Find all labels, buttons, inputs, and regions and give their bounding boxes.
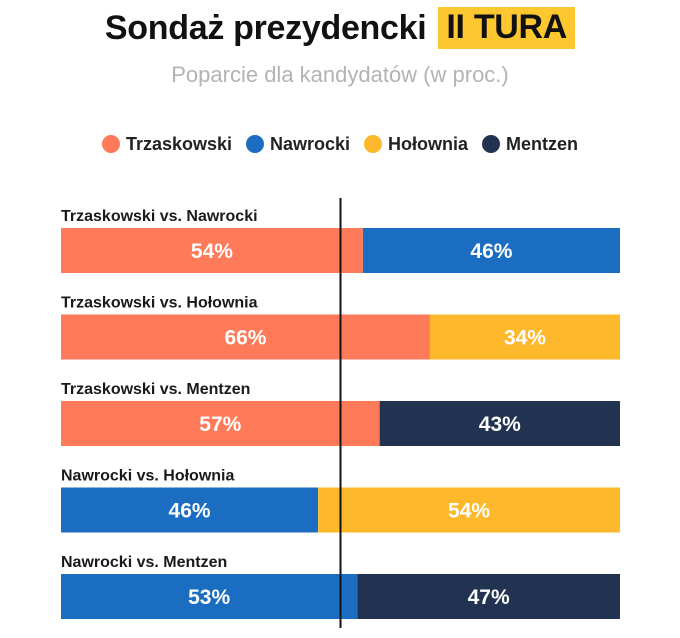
legend-dot-holownia [364,135,383,153]
bar-nawrocki-5 [61,574,358,619]
legend-item-trzaskowski: Trzaskowski [101,133,232,155]
value-label-holownia-4: 54% [448,500,490,523]
legend-item-holownia: Hołownia [364,134,468,155]
bar-nawrocki-1 [362,228,620,273]
value-label-holownia-2: 34% [504,327,546,350]
legend: Trzaskowski Nawrocki Hołownia Mentzen [0,130,680,158]
bar-trzaskowski-1 [61,228,363,273]
chart-title: Sondaż prezydencki [104,8,427,47]
bar-trzaskowski-3 [61,401,380,446]
value-label-trzaskowski-1: 54% [191,240,233,263]
legend-label-trzaskowski: Trzaskowski [125,133,232,154]
round-badge: II TURA [438,7,576,49]
bar-holownia-2 [429,314,620,360]
bar-mentzen-5 [357,574,620,619]
value-label-mentzen-3: 43% [479,413,521,436]
pair-label-nawrocki-vs-holownia: Nawrocki vs. Hołownia [61,468,234,485]
legend-dot-nawrocki [246,135,264,153]
value-label-trzaskowski-2: 66% [224,327,266,350]
bar-trzaskowski-2 [61,314,430,360]
title-row: Sondaż prezydencki II TURA [0,4,680,52]
bar-nawrocki-4 [61,487,319,533]
legend-dot-trzaskowski [101,135,120,153]
pair-label-trzaskowski-vs-mentzen: Trzaskowski vs. Mentzen [61,381,250,398]
legend-dot-mentzen [482,135,501,153]
bar-mentzen-3 [379,401,620,446]
value-label-trzaskowski-3: 57% [199,413,241,436]
legend-item-mentzen: Mentzen [482,134,578,155]
legend-label-mentzen: Mentzen [506,133,579,154]
value-label-nawrocki-5: 53% [188,586,230,609]
legend-label-nawrocki: Nawrocki [270,133,351,154]
legend-label-holownia: Hołownia [388,133,469,154]
legend-item-nawrocki: Nawrocki [246,134,350,155]
value-label-nawrocki-4: 46% [169,500,211,523]
pair-label-trzaskowski-vs-holownia: Trzaskowski vs. Hołownia [61,295,258,312]
value-label-mentzen-5: 47% [468,586,510,609]
pair-label-trzaskowski-vs-nawrocki: Trzaskowski vs. Nawrocki [61,208,258,225]
chart-subtitle: Poparcie dla kandydatów (w proc.) [171,62,509,87]
bar-holownia-4 [318,487,620,533]
value-label-nawrocki-1: 46% [470,240,512,263]
pair-label-nawrocki-vs-mentzen: Nawrocki vs. Mentzen [61,554,227,571]
